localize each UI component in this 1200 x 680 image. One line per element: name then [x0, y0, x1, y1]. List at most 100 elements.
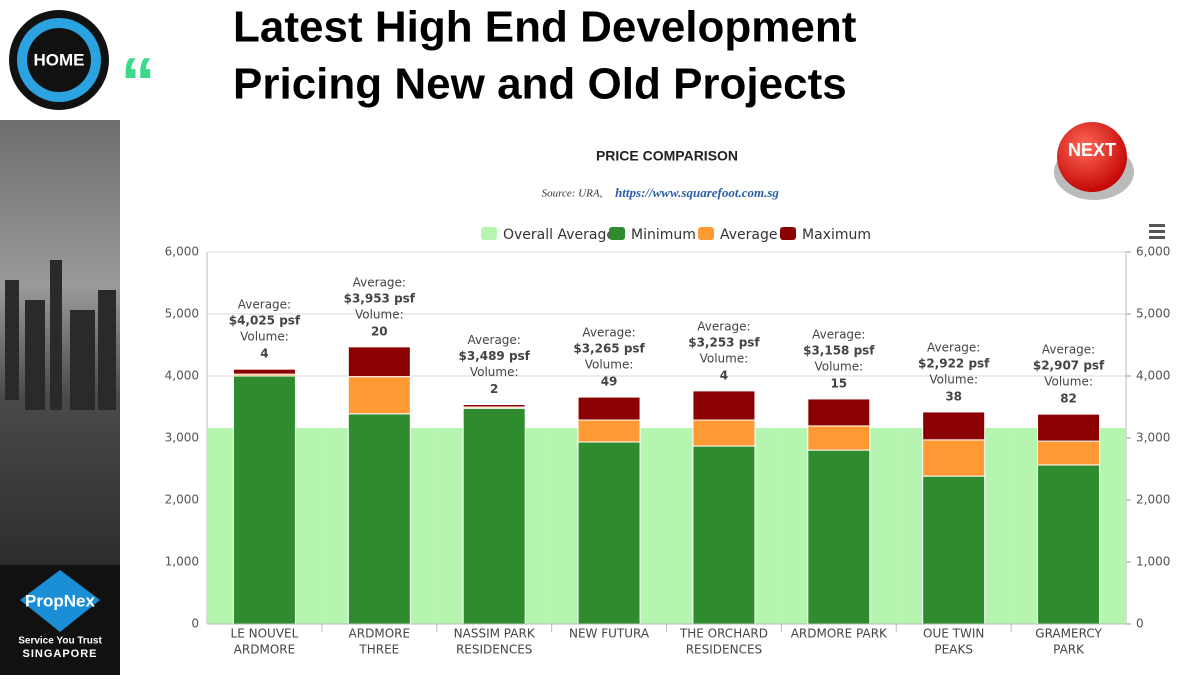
legend-label: Overall Average [503, 227, 615, 243]
bar-segment [922, 475, 986, 625]
y-tick-label: 1,000 [165, 555, 199, 569]
x-tick-label: THREE [358, 643, 399, 657]
data-label-volume: 38 [945, 389, 962, 403]
bar-segment [807, 398, 871, 427]
menu-icon[interactable] [1149, 224, 1165, 239]
data-label-caption: Average: [582, 326, 635, 340]
y2-tick-label: 6,000 [1136, 245, 1170, 259]
y-tick-label: 5,000 [165, 307, 199, 321]
x-tick-label: ARDMORE PARK [791, 627, 888, 641]
x-tick-label: RESIDENCES [456, 643, 532, 657]
chart-source: Source: URA, [542, 188, 603, 200]
data-label-caption: Average: [353, 275, 406, 289]
home-button[interactable] [27, 28, 91, 92]
data-label-caption: Volume: [470, 365, 519, 379]
y2-tick-label: 0 [1136, 617, 1144, 631]
data-label-caption: Volume: [814, 359, 863, 373]
bar-segment [1037, 464, 1101, 625]
y2-tick-label: 3,000 [1136, 431, 1170, 445]
bar-segment [577, 419, 641, 443]
y-tick-label: 4,000 [165, 369, 199, 383]
data-label-volume: 82 [1060, 392, 1077, 406]
data-label-average: $3,265 psf [573, 342, 645, 356]
data-label-volume: 2 [490, 382, 498, 396]
data-label-caption: Volume: [1044, 375, 1093, 389]
legend-swatch [481, 227, 497, 240]
city-silhouette [5, 260, 116, 410]
legend-label: Maximum [802, 227, 871, 243]
x-tick-label: LE NOUVEL [231, 627, 299, 641]
legend-label: Minimum [631, 227, 696, 243]
y2-tick-label: 2,000 [1136, 493, 1170, 507]
bar-segment [232, 375, 296, 625]
data-label-caption: Volume: [700, 351, 749, 365]
bar-segment [577, 396, 641, 421]
bar-segment [462, 404, 526, 408]
bar-segment [692, 390, 756, 421]
chart-source-link[interactable]: https://www.squarefoot.com.sg [615, 185, 779, 200]
bar-segment [1037, 440, 1101, 466]
y2-tick-label: 1,000 [1136, 555, 1170, 569]
bar-segment [347, 346, 411, 378]
x-tick-label: RESIDENCES [686, 643, 762, 657]
data-label-volume: 20 [371, 324, 388, 338]
slide-title-line: Latest High End Development [233, 3, 857, 52]
home-label[interactable]: HOME [34, 50, 85, 69]
y2-tick-label: 5,000 [1136, 307, 1170, 321]
data-label-caption: Volume: [240, 330, 289, 344]
x-tick-label: ARDMORE [349, 627, 411, 641]
data-label-caption: Average: [697, 319, 750, 333]
data-label-average: $2,907 psf [1033, 359, 1105, 373]
next-label[interactable]: NEXT [1068, 140, 1116, 160]
logo-brand: PropNex [25, 591, 95, 610]
bar-segment [807, 425, 871, 451]
data-label-average: $3,158 psf [803, 343, 875, 357]
logo-country: SINGAPORE [22, 648, 97, 660]
data-label-caption: Average: [1042, 343, 1095, 357]
y2-tick-label: 4,000 [1136, 369, 1170, 383]
logo-diamond [20, 570, 100, 632]
data-label-caption: Average: [238, 298, 291, 312]
data-label-caption: Volume: [929, 372, 978, 386]
y-tick-label: 6,000 [165, 245, 199, 259]
data-label-average: $3,489 psf [458, 349, 530, 363]
x-tick-label: PEAKS [934, 643, 973, 657]
x-tick-label: THE ORCHARD [679, 627, 768, 641]
legend-swatch [698, 227, 714, 240]
x-tick-label: NASSIM PARK [454, 627, 536, 641]
data-label-caption: Volume: [585, 358, 634, 372]
data-label-caption: Average: [927, 340, 980, 354]
bar-segment [807, 449, 871, 625]
bar-segment [347, 413, 411, 625]
data-label-volume: 49 [601, 375, 618, 389]
bar-segment [692, 445, 756, 625]
bar-segment [692, 419, 756, 447]
data-label-average: $2,922 psf [918, 356, 990, 370]
x-tick-label: OUE TWIN [923, 627, 984, 641]
legend-swatch [780, 227, 796, 240]
data-label-volume: 15 [830, 376, 847, 390]
bar-segment [922, 439, 986, 477]
bar-segment [1037, 413, 1101, 442]
y-tick-label: 3,000 [165, 431, 199, 445]
bar-segment [462, 407, 526, 625]
x-tick-label: ARDMORE [234, 643, 296, 657]
bar-segment [232, 368, 296, 375]
x-tick-label: NEW FUTURA [569, 627, 650, 641]
data-label-average: $3,253 psf [688, 335, 760, 349]
slide-title-line: Pricing New and Old Projects [233, 60, 847, 109]
y-tick-label: 2,000 [165, 493, 199, 507]
data-label-average: $3,953 psf [344, 291, 416, 305]
data-label-volume: 4 [720, 368, 728, 382]
data-label-caption: Volume: [355, 307, 404, 321]
legend-swatch [609, 227, 625, 240]
x-tick-label: GRAMERCY [1035, 627, 1102, 641]
data-label-volume: 4 [260, 347, 268, 361]
legend-label: Average [720, 227, 778, 243]
chart-title: PRICE COMPARISON [596, 148, 738, 164]
data-label-average: $4,025 psf [229, 314, 301, 328]
y-tick-label: 0 [191, 617, 199, 631]
next-button[interactable] [1057, 122, 1127, 192]
